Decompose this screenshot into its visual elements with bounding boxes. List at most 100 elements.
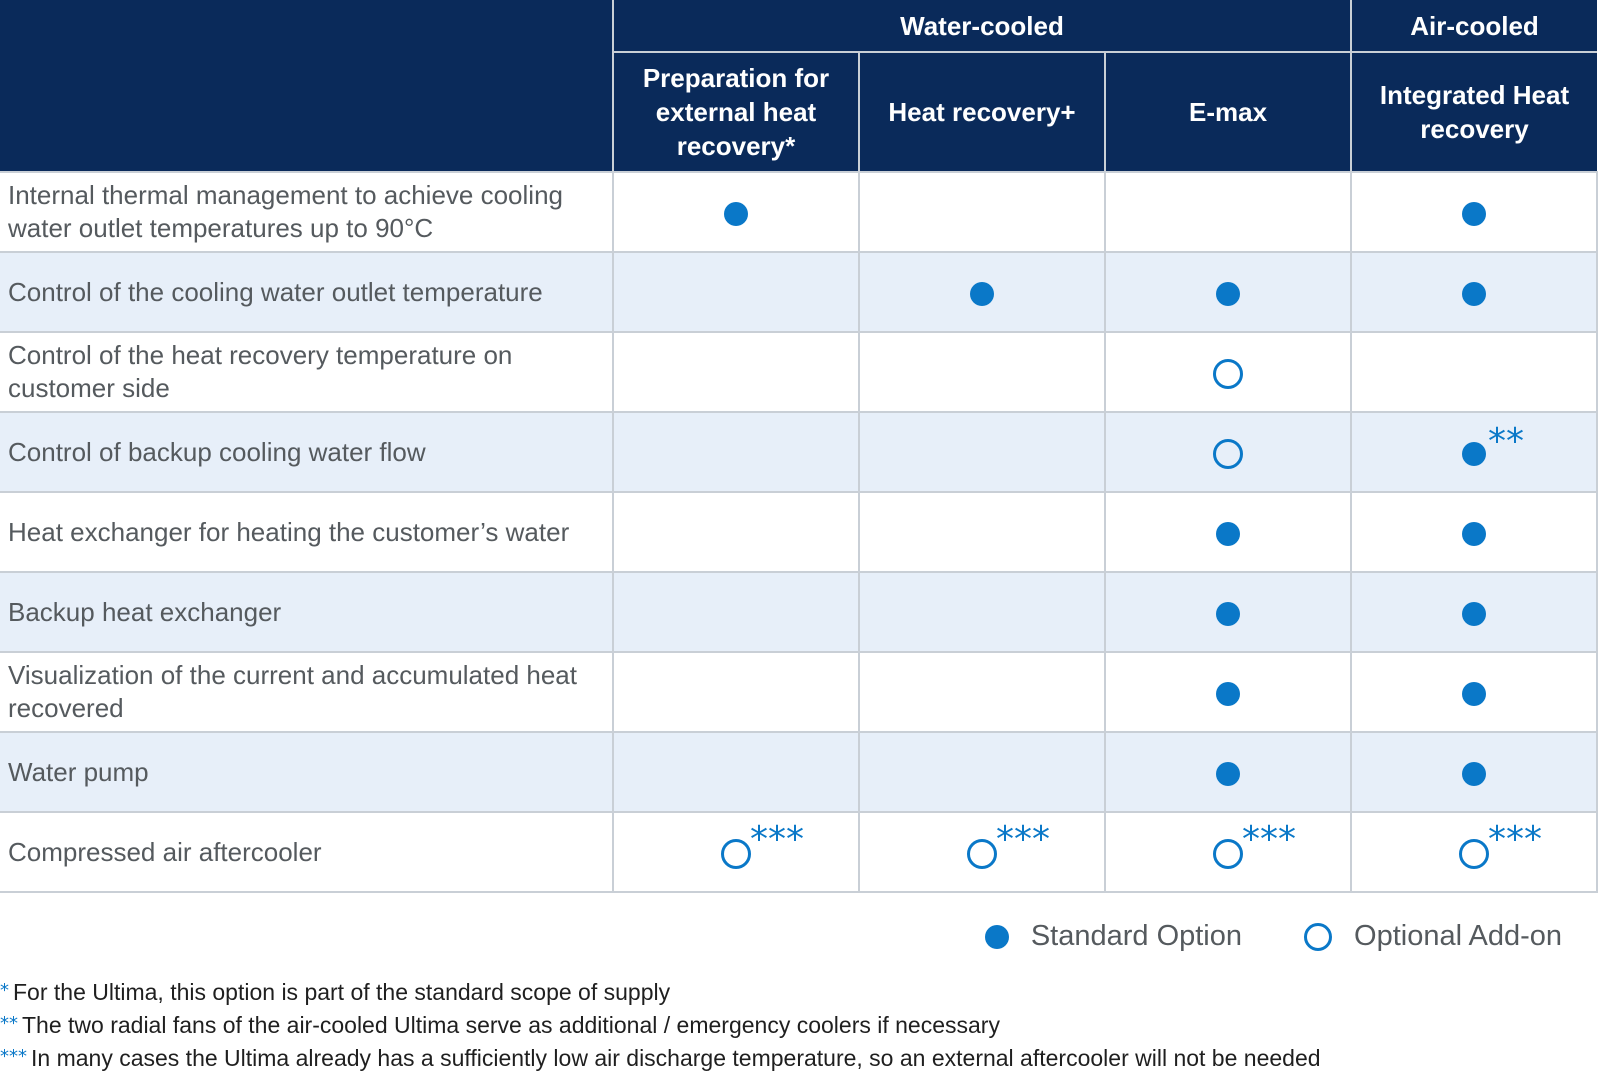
footnote-text: In many cases the Ultima already has a s… xyxy=(31,1045,1321,1071)
option-cell xyxy=(858,251,1106,333)
heat-recovery-comparison-table: Water-cooled Air-cooled Preparation for … xyxy=(0,0,1599,893)
filled-circle-icon xyxy=(1462,281,1487,306)
filled-circle-icon xyxy=(1462,601,1487,626)
option-cell xyxy=(1103,571,1353,653)
option-cell xyxy=(858,491,1106,573)
filled-circle-icon: ** xyxy=(1462,423,1524,466)
option-cell xyxy=(1103,251,1353,333)
option-cell xyxy=(858,731,1106,813)
legend: Standard Option Optional Add-on xyxy=(984,920,1562,953)
feature-cell: Control of the heat recovery temperature… xyxy=(0,331,614,413)
table-row: Heat exchanger for heating the customer’… xyxy=(0,491,1599,573)
column-header: Integrated Heat recovery xyxy=(1350,52,1598,173)
column-header: Preparation for external heat recovery* xyxy=(612,52,859,173)
footnote-mark: ** xyxy=(0,1013,18,1034)
table-row: Control of the heat recovery temperature… xyxy=(0,331,1599,413)
option-cell: *** xyxy=(858,811,1106,893)
footnote-text: The two radial fans of the air-cooled Ul… xyxy=(22,1012,1000,1038)
feature-cell: Internal thermal management to achieve c… xyxy=(0,171,614,253)
legend-item-standard: Standard Option xyxy=(984,920,1242,953)
hollow-circle-icon: *** xyxy=(967,821,1050,869)
option-cell xyxy=(858,171,1106,253)
option-cell xyxy=(1103,651,1353,733)
feature-cell: Backup heat exchanger xyxy=(0,571,614,653)
option-cell xyxy=(1103,731,1353,813)
column-header-label: E-max xyxy=(1188,97,1268,127)
hollow-circle-icon xyxy=(1304,922,1333,951)
option-cell xyxy=(612,411,860,493)
option-cell xyxy=(612,571,860,653)
filled-circle-icon xyxy=(1216,521,1240,546)
option-cell xyxy=(612,251,860,333)
table-row: Compressed air aftercooler *** *** *** *** xyxy=(0,811,1599,893)
group-header-air-cooled: Air-cooled xyxy=(1350,0,1598,53)
option-cell xyxy=(612,651,860,733)
feature-cell: Control of backup cooling water flow xyxy=(0,411,614,493)
table-row: Water pump xyxy=(0,731,1599,813)
comparison-table-wrapper: Water-cooled Air-cooled Preparation for … xyxy=(0,0,1599,893)
footnote: * For the Ultima, this option is part of … xyxy=(0,975,1321,1008)
option-cell xyxy=(858,411,1106,493)
feature-cell: Compressed air aftercooler xyxy=(0,811,614,893)
option-cell xyxy=(612,171,860,253)
option-cell: *** xyxy=(1350,811,1599,893)
option-cell xyxy=(1350,251,1599,333)
filled-circle-icon xyxy=(1216,601,1240,626)
footnote: *** In many cases the Ultima already has … xyxy=(0,1041,1321,1074)
feature-cell: Heat exchanger for heating the customer’… xyxy=(0,491,614,573)
option-cell xyxy=(1350,731,1599,813)
option-cell xyxy=(858,651,1106,733)
column-header-label: Preparation for external heat recovery* xyxy=(642,63,830,161)
footnote-reference: *** xyxy=(1488,818,1543,860)
hollow-circle-icon: *** xyxy=(1459,821,1542,869)
header-corner xyxy=(0,0,613,172)
footnote-mark: * xyxy=(0,980,9,1001)
option-cell: *** xyxy=(1103,811,1353,893)
hollow-circle-icon xyxy=(1213,358,1243,389)
option-cell xyxy=(858,571,1106,653)
feature-cell: Control of the cooling water outlet temp… xyxy=(0,251,614,333)
filled-circle-icon xyxy=(1462,521,1487,546)
column-header: E-max xyxy=(1103,52,1352,173)
hollow-circle-icon xyxy=(1213,438,1243,469)
table-row: Visualization of the current and accumul… xyxy=(0,651,1599,733)
option-cell: *** xyxy=(612,811,860,893)
footnote-reference: *** xyxy=(750,818,804,860)
filled-circle-icon xyxy=(1216,281,1240,306)
group-header-water-cooled: Water-cooled xyxy=(611,0,1352,53)
footnote-mark: *** xyxy=(0,1046,27,1067)
table-row: Control of backup cooling water flow ** xyxy=(0,411,1599,493)
legend-item-optional: Optional Add-on xyxy=(1304,920,1562,953)
column-header-label: Integrated Heat recovery xyxy=(1379,80,1570,144)
filled-circle-icon xyxy=(1462,201,1487,226)
option-cell xyxy=(1103,491,1353,573)
filled-circle-icon xyxy=(1462,761,1487,786)
filled-circle-icon xyxy=(1462,681,1487,706)
filled-circle-icon xyxy=(724,201,748,226)
option-cell xyxy=(1103,171,1353,253)
option-cell xyxy=(1350,651,1599,733)
footnote-reference: *** xyxy=(1242,818,1296,860)
footnote-reference: *** xyxy=(996,818,1050,860)
footnote-reference: ** xyxy=(1488,420,1525,462)
hollow-circle-icon: *** xyxy=(1213,821,1296,869)
footnote-text: For the Ultima, this option is part of t… xyxy=(13,979,671,1005)
filled-circle-icon xyxy=(984,924,1009,949)
option-cell: ** xyxy=(1350,411,1599,493)
option-cell xyxy=(858,331,1106,413)
hollow-circle-icon: *** xyxy=(721,821,804,869)
option-cell xyxy=(1350,331,1599,413)
option-cell xyxy=(612,331,860,413)
option-cell xyxy=(1350,571,1599,653)
option-cell xyxy=(612,731,860,813)
feature-cell: Visualization of the current and accumul… xyxy=(0,651,614,733)
option-cell xyxy=(1103,411,1353,493)
feature-cell: Water pump xyxy=(0,731,614,813)
column-header-label: Heat recovery+ xyxy=(888,97,1076,127)
table-row: Internal thermal management to achieve c… xyxy=(0,171,1599,253)
table-row: Control of the cooling water outlet temp… xyxy=(0,251,1599,333)
column-header: Heat recovery+ xyxy=(858,52,1105,173)
filled-circle-icon xyxy=(970,281,994,306)
table-row: Backup heat exchanger xyxy=(0,571,1599,653)
option-cell xyxy=(612,491,860,573)
